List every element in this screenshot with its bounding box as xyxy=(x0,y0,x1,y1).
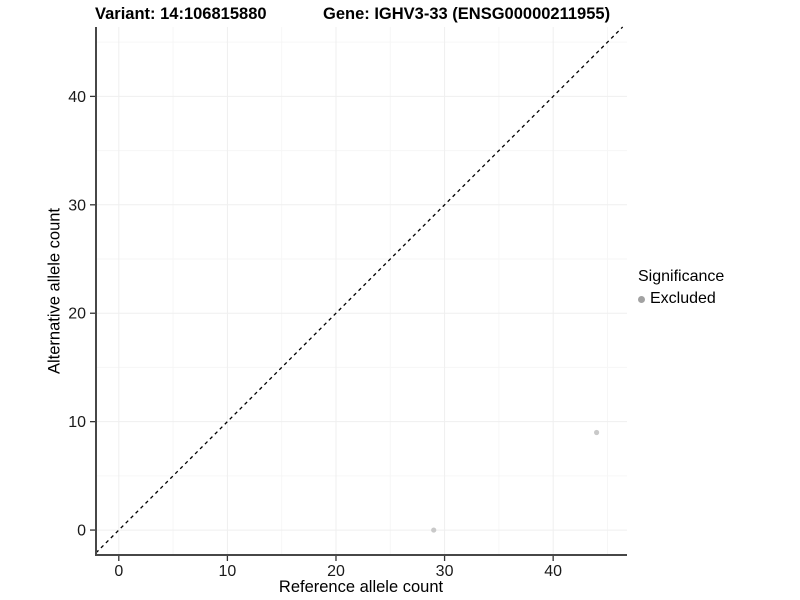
legend-title: Significance xyxy=(638,268,725,285)
x-tick-label: 30 xyxy=(436,563,454,580)
variant-title: Variant: 14:106815880 xyxy=(95,5,267,23)
y-tick-label: 0 xyxy=(77,523,86,540)
y-tick-label: 20 xyxy=(68,306,86,323)
data-point xyxy=(431,527,437,533)
legend-key-dot-icon xyxy=(638,295,645,303)
x-tick-label: 10 xyxy=(218,563,236,580)
x-tick-label: 0 xyxy=(114,563,123,580)
x-tick-label: 40 xyxy=(544,563,562,580)
y-tick-label: 10 xyxy=(68,414,86,431)
x-axis-title: Reference allele count xyxy=(278,578,444,596)
y-tick-label: 40 xyxy=(68,89,86,106)
legend-item-label: Excluded xyxy=(650,290,716,307)
data-point xyxy=(593,429,600,436)
gene-title: Gene: IGHV3-33 (ENSG00000211955) xyxy=(323,5,611,23)
identity-line xyxy=(95,26,624,554)
x-tick-label: 20 xyxy=(327,563,345,580)
legend-item-excluded: Excluded xyxy=(638,290,724,308)
legend: Significance Excluded xyxy=(638,268,724,308)
y-tick-label: 30 xyxy=(68,197,86,214)
